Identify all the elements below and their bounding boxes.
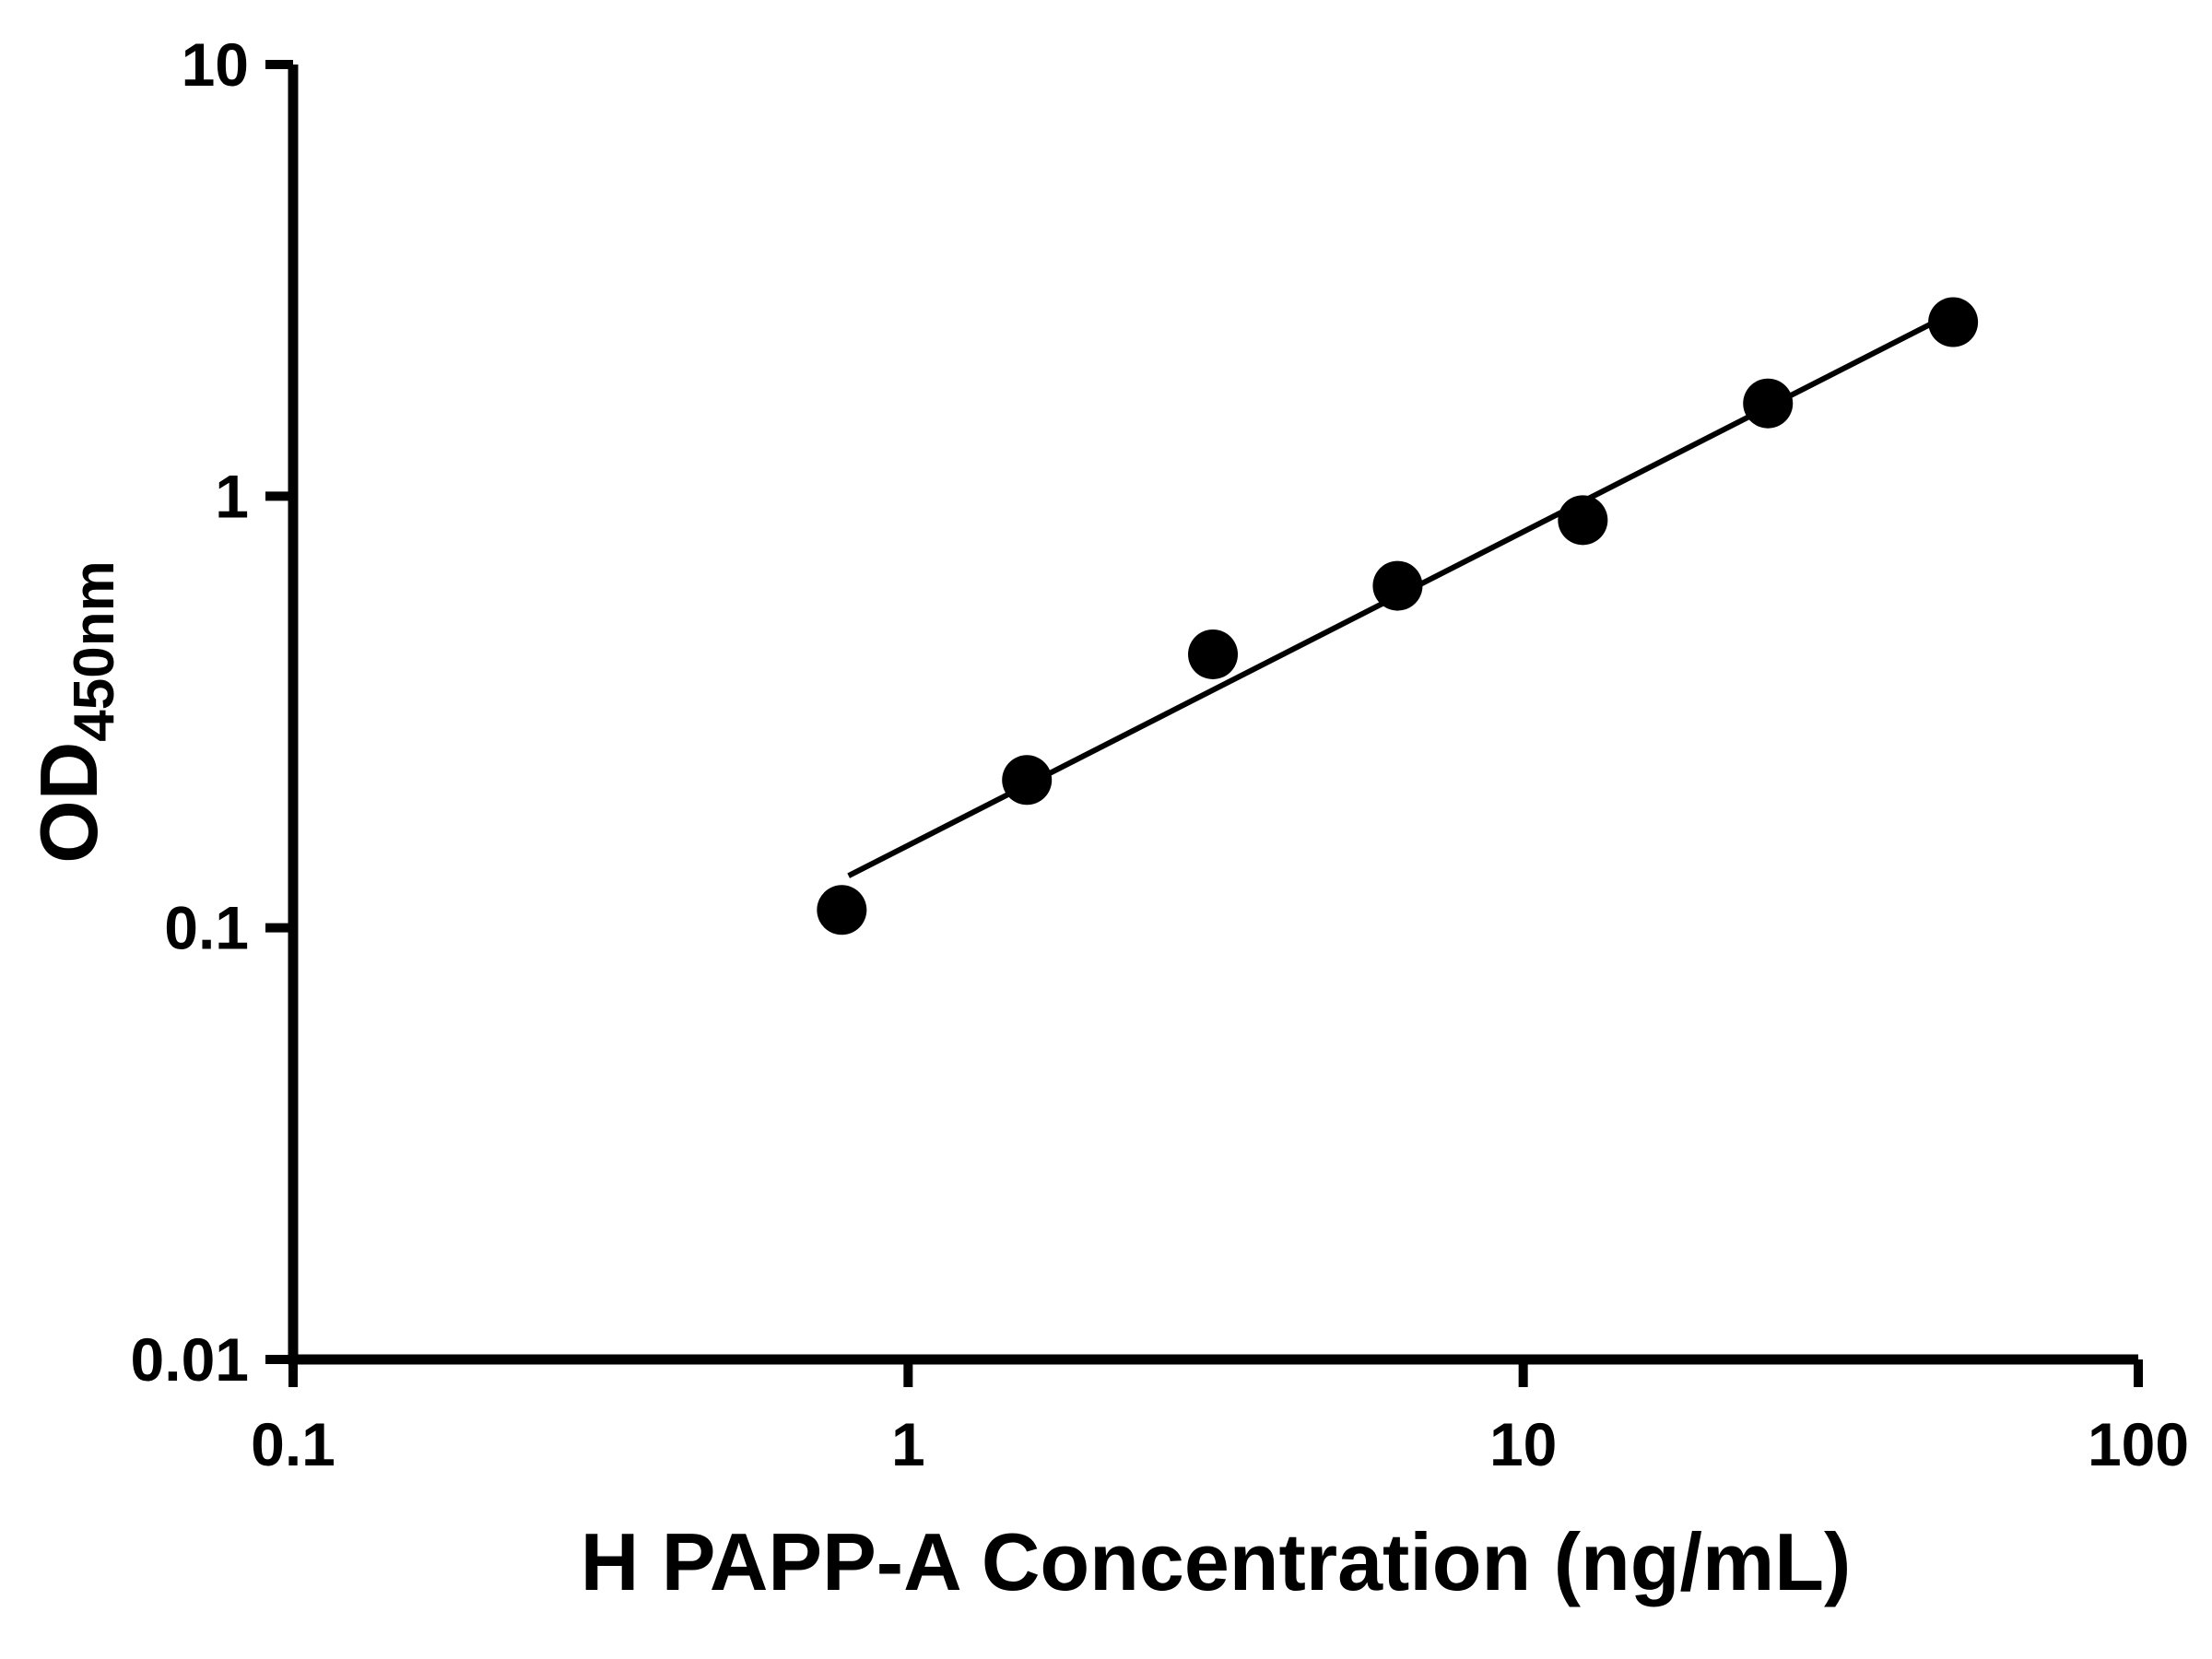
y-tick-label: 1 [215,462,249,530]
data-point [1558,495,1608,546]
y-tick-label: 10 [182,30,249,99]
data-point [1743,378,1794,429]
x-tick-labels: 0.1 1 10 100 [251,1410,2189,1478]
x-tick-label: 10 [1489,1410,1557,1478]
y-tick-label: 0.1 [164,894,249,962]
data-point [817,885,867,935]
x-axis-title: H PAPP-A Concentration (ng/mL) [581,1516,1852,1607]
y-axis-title-main: OD [23,742,114,864]
y-tick-label: 0.01 [131,1325,249,1394]
data-point [1188,629,1239,679]
x-tick-label: 100 [2088,1410,2189,1478]
x-tick-label: 0.1 [251,1410,335,1478]
data-point [1928,297,1979,347]
y-axis-title: OD450nm [23,560,126,863]
axes [288,65,2138,1365]
y-tick-labels: 0.01 0.1 1 10 [131,30,249,1394]
tick-marks [265,60,2143,1387]
data-point [1002,755,1053,806]
x-tick-label: 1 [891,1410,925,1478]
y-axis-title-subscript: 450nm [63,560,126,741]
data-point [1372,560,1423,611]
plot-series [817,297,1979,935]
